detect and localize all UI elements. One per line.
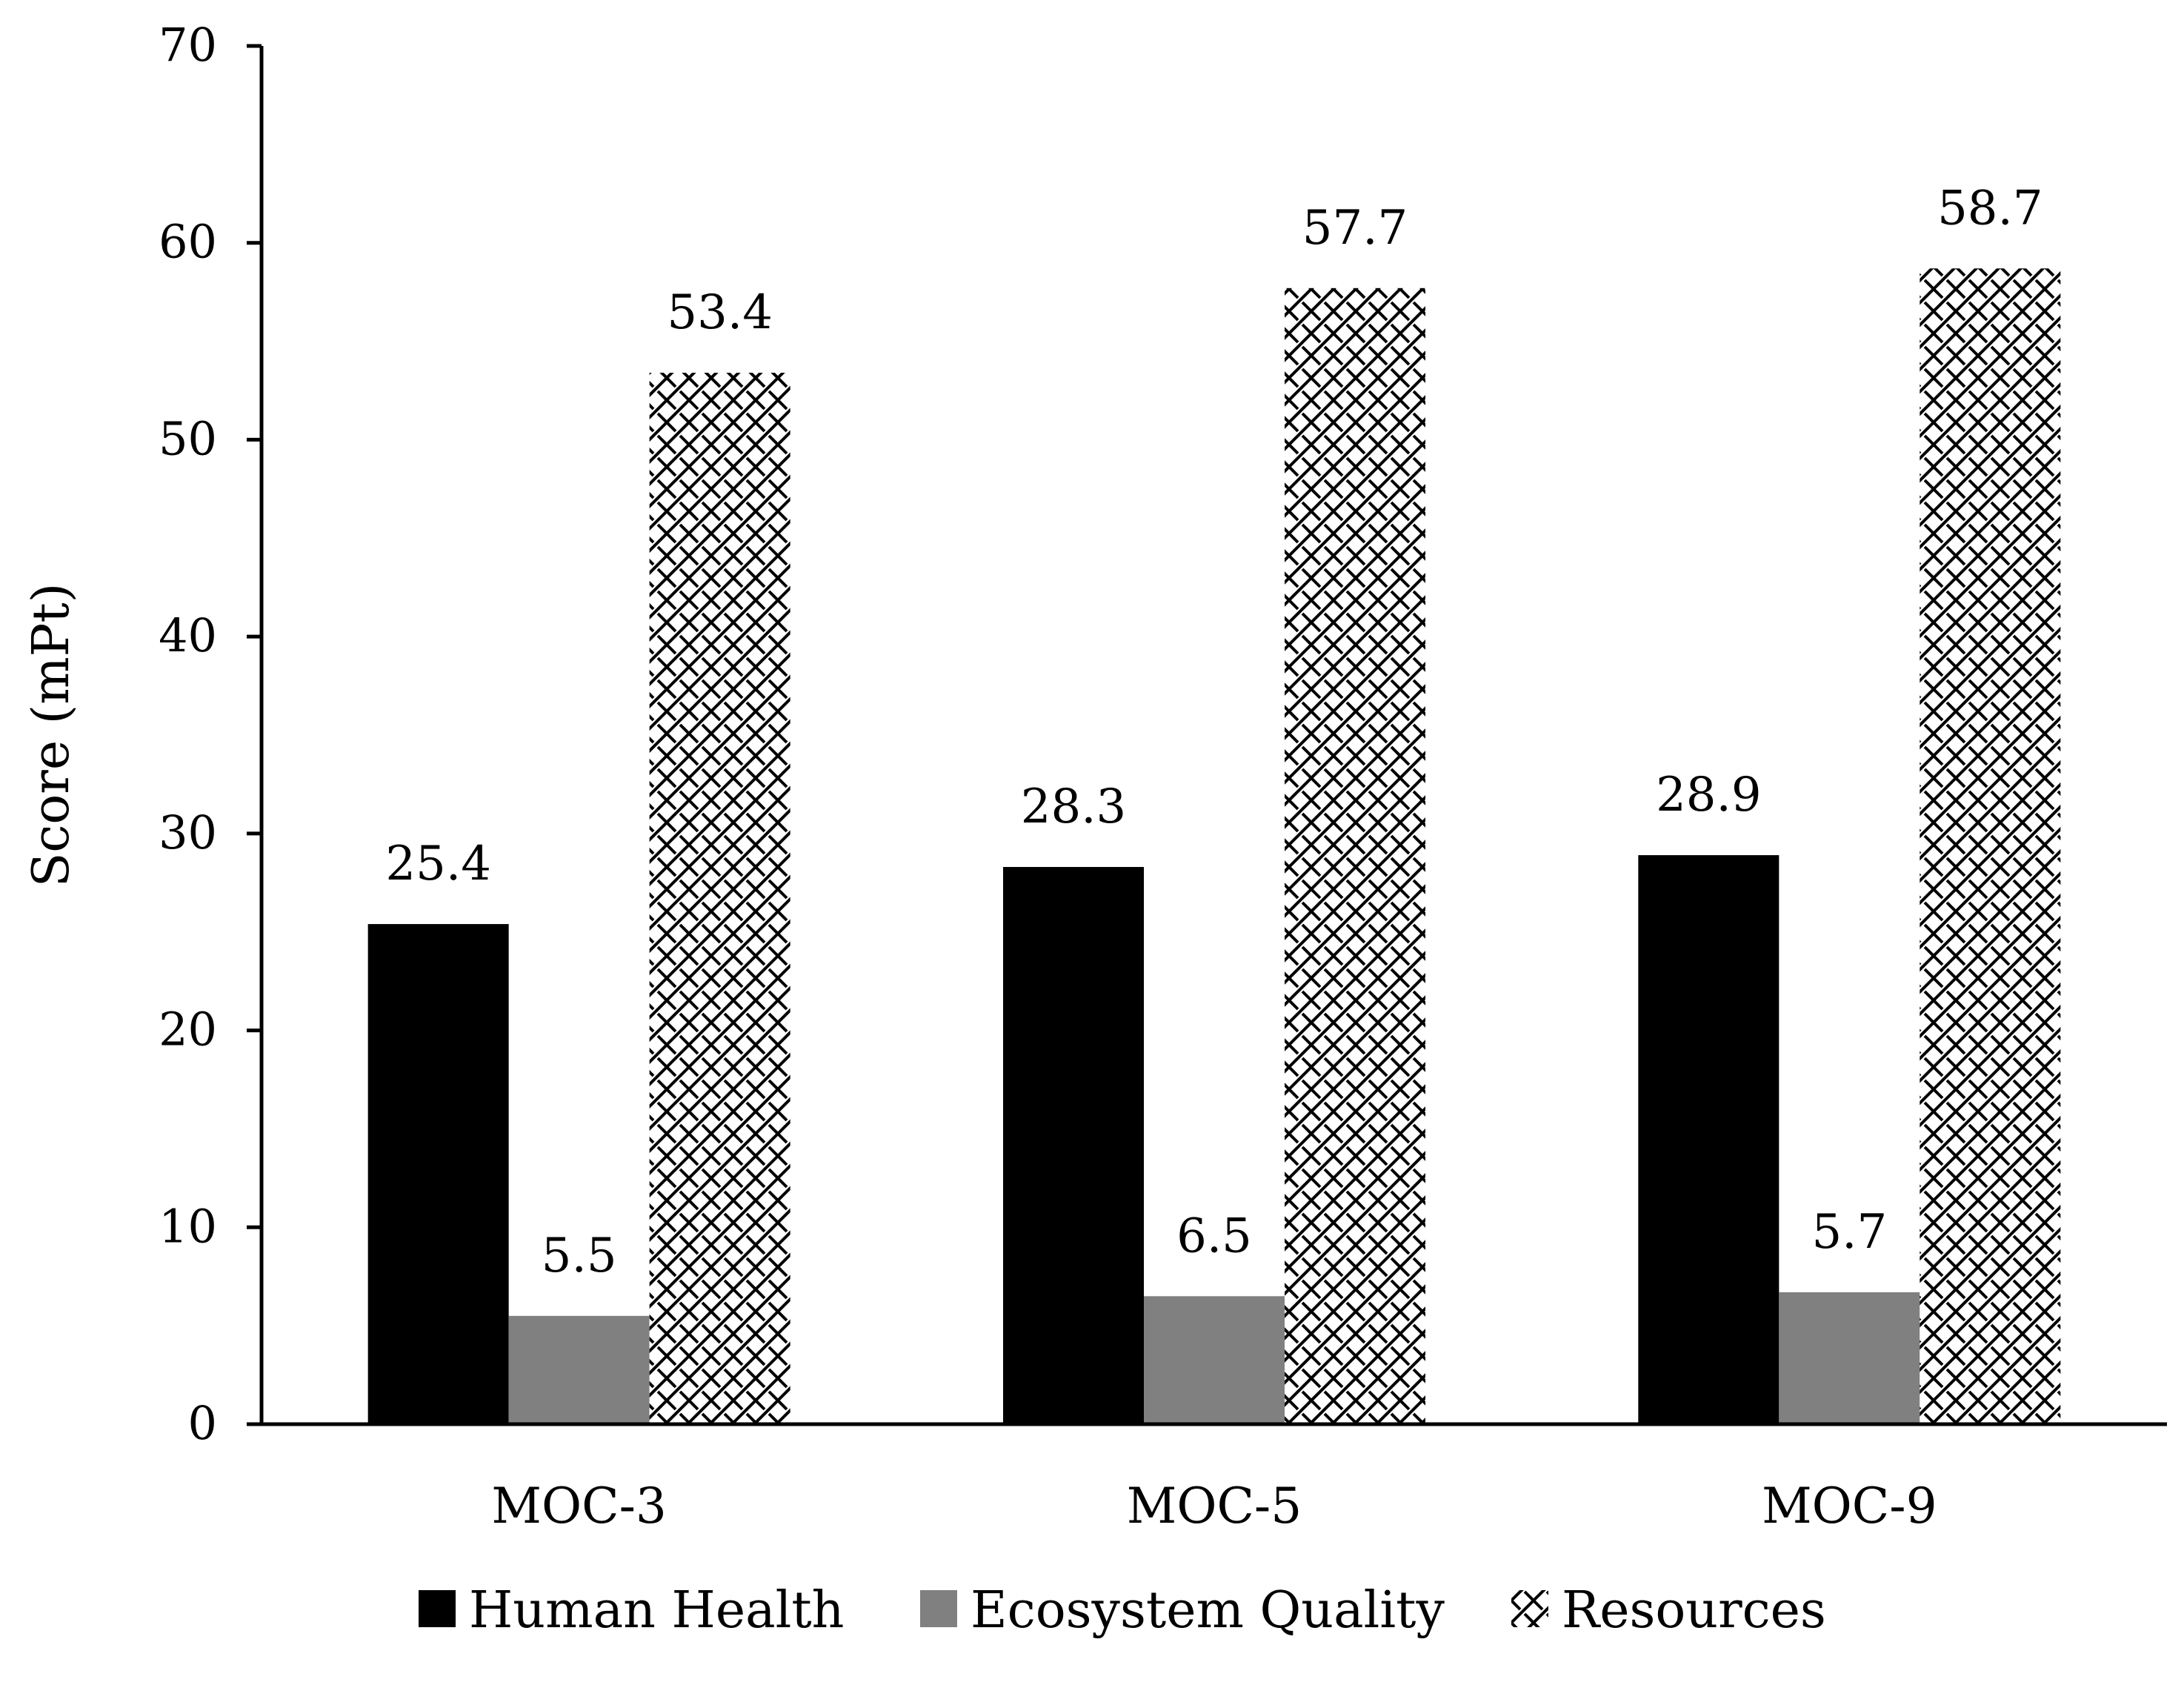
data-label: 53.4 — [667, 285, 773, 340]
legend-label: Ecosystem Quality — [971, 1581, 1445, 1640]
bar — [1285, 288, 1425, 1424]
bar — [367, 924, 509, 1424]
legend-swatch — [1511, 1590, 1548, 1627]
x-tick-label: MOC-3 — [491, 1478, 666, 1535]
y-tick-label: 40 — [159, 608, 217, 662]
data-label: 5.5 — [542, 1229, 617, 1283]
bar — [1144, 1296, 1285, 1424]
data-labels-layer: 25.4 5.5 53.4 28.3 6.5 57.7 28.9 5.7 58.7 — [385, 181, 2042, 1283]
y-axis-title: Score (mPt) — [22, 583, 81, 888]
y-tick-label: 20 — [159, 1003, 217, 1057]
y-tick-label: 0 — [188, 1396, 217, 1450]
legend-swatch — [419, 1590, 456, 1627]
legend-label: Resources — [1562, 1581, 1826, 1640]
bar — [508, 1315, 650, 1424]
y-tick-label: 10 — [159, 1199, 217, 1253]
legend: Human Health Ecosystem Quality Resources — [419, 1581, 1826, 1640]
bar — [1920, 268, 2061, 1425]
bar — [649, 373, 790, 1425]
x-tick-label: MOC-9 — [1762, 1478, 1937, 1535]
legend-swatch — [920, 1590, 957, 1627]
y-tick-label: 50 — [159, 411, 217, 465]
x-tick-label: MOC-5 — [1127, 1478, 1302, 1535]
y-tick-label: 30 — [159, 805, 217, 860]
data-label: 28.3 — [1021, 780, 1127, 834]
y-tick-label: 70 — [159, 18, 217, 72]
legend-label: Human Health — [469, 1581, 844, 1640]
data-label: 6.5 — [1176, 1209, 1252, 1263]
axes-layer: MOC-3 MOC-5 MOC-9 0 10 20 30 40 50 60 70 Score (mPt… — [22, 18, 2167, 1535]
data-label: 28.9 — [1656, 768, 1762, 822]
bar — [1779, 1292, 1920, 1424]
data-label: 5.7 — [1811, 1205, 1887, 1260]
bars-layer — [367, 268, 2061, 1425]
data-label: 58.7 — [1937, 181, 2043, 236]
y-tick-label: 60 — [159, 215, 217, 269]
bar — [1003, 867, 1144, 1424]
data-label: 25.4 — [385, 837, 491, 891]
bar — [1638, 855, 1780, 1424]
data-label: 57.7 — [1302, 201, 1408, 256]
